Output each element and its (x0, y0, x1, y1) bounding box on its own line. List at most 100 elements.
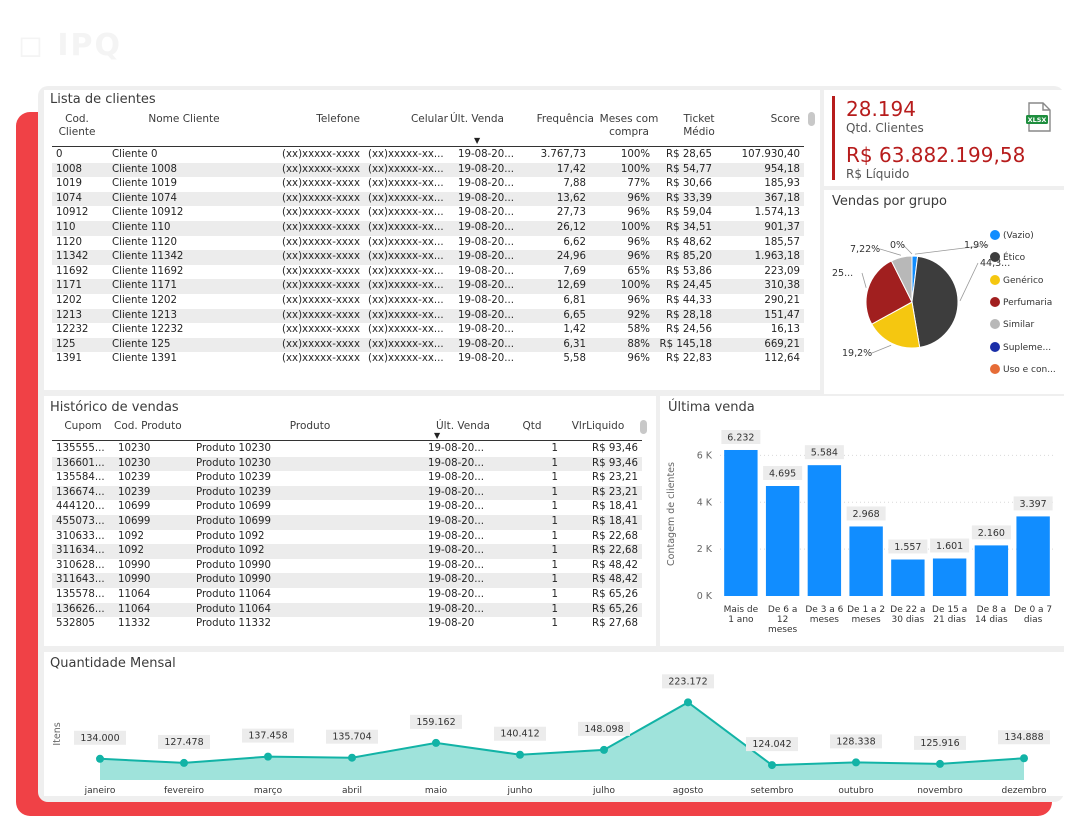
table-row[interactable]: 1008 Cliente 1008 (xx)xxxxx-xxxx (xx)xxxxx-… (52, 162, 804, 178)
pie-slice[interactable] (865, 260, 913, 325)
pie-slice[interactable] (911, 255, 959, 348)
point-data-label: 148.098 (584, 724, 623, 735)
table-row[interactable]: 1202 Cliente 1202 (xx)xxxxx-xxxx (xx)xxxxx-… (52, 294, 804, 309)
clients-scrollbar[interactable] (808, 112, 815, 126)
data-point[interactable] (852, 758, 860, 767)
table-row[interactable]: 136626... 11064 Produto 11064 19-08-20... 1 R… (52, 602, 642, 618)
column-header[interactable]: Frequência (536, 113, 594, 125)
data-point[interactable] (432, 738, 440, 747)
table-cell: 954,18 (716, 162, 804, 178)
point-data-label: 223.172 (668, 676, 707, 687)
bar[interactable] (849, 526, 883, 596)
column-header[interactable]: Qtd (522, 420, 542, 432)
point-data-label: 134.000 (80, 733, 119, 744)
table-row[interactable]: 311643... 10990 Produto 10990 19-08-20... 1 R… (52, 573, 642, 588)
data-label-bg (804, 445, 844, 460)
x-tick-label: De 15 a (932, 605, 967, 615)
data-point[interactable] (1020, 754, 1028, 763)
data-point[interactable] (684, 698, 692, 707)
table-row[interactable]: 1391 Cliente 1391 (xx)xxxxx-xxxx (xx)xxxxx-… (52, 352, 804, 367)
column-header[interactable]: VlrLiquido (571, 420, 625, 432)
table-cell: Produto 10990 (192, 573, 424, 588)
table-row[interactable]: 135555... 10230 Produto 10230 19-08-20... 1 R… (52, 442, 642, 457)
bar[interactable] (1016, 516, 1050, 596)
data-point[interactable] (348, 753, 356, 762)
bar-data-label: 3.397 (1020, 499, 1047, 510)
table-row[interactable]: 0 Cliente 0 (xx)xxxxx-xxxx (xx)xxxxx-xx... 1… (52, 148, 804, 163)
table-row[interactable]: 11342 Cliente 11342 (xx)xxxxx-xxxx (xx)xxxx… (52, 250, 804, 265)
data-point[interactable] (768, 761, 776, 770)
xlsx-file-icon[interactable]: XLSX (1026, 102, 1052, 132)
legend-item[interactable]: Suplemе... (990, 341, 1051, 353)
sort-desc-icon[interactable]: ▼ (474, 136, 481, 145)
table-row[interactable]: 110 Cliente 110 (xx)xxxxx-xxxx (xx)xxxxx-xx… (52, 220, 804, 236)
legend-item[interactable]: Genérico (990, 274, 1043, 286)
bar[interactable] (932, 558, 967, 596)
legend-item[interactable]: Ético (990, 252, 1025, 263)
pie-leader-line (879, 248, 902, 256)
sales-scrollbar[interactable] (640, 420, 647, 434)
bar[interactable] (807, 465, 842, 596)
table-row[interactable]: 11692 Cliente 11692 (xx)xxxxx-xxxx (xx)xxxx… (52, 265, 804, 280)
legend-item[interactable]: Uso e con... (990, 363, 1056, 375)
legend-item[interactable]: Perfumaria (990, 296, 1052, 308)
data-point[interactable] (264, 752, 272, 761)
column-header[interactable]: Cupom (64, 420, 102, 432)
table-row[interactable]: 1019 Cliente 1019 (xx)xxxxx-xxxx (xx)xxxxx-… (52, 177, 804, 192)
area-chart: Itens 134.000 janeiro 127.478 fevereiro 137.4… (52, 674, 1050, 796)
column-header[interactable]: Cod. Cliente (58, 113, 96, 138)
table-row[interactable]: 310628... 10990 Produto 10990 19-08-20... 1 R… (52, 559, 642, 574)
data-point[interactable] (936, 759, 944, 768)
table-cell: 19-08-20... (424, 602, 512, 618)
net-label: R$ Líquido (846, 167, 910, 181)
bar[interactable] (724, 449, 758, 596)
table-row[interactable]: 455073... 10699 Produto 10699 19-08-20... 1 R… (52, 514, 642, 530)
table-cell: (xx)xxxxx-xxxx (268, 337, 364, 353)
data-label-bg (846, 506, 886, 521)
data-point[interactable] (600, 745, 608, 754)
table-row[interactable]: 1074 Cliente 1074 (xx)xxxxx-xxxx (xx)xxxxx-… (52, 191, 804, 207)
table-row[interactable]: 135584... 10239 Produto 10239 19-08-20... 1 R… (52, 471, 642, 486)
column-header[interactable]: Meses com compra (599, 113, 659, 138)
table-row[interactable]: 311634... 1092 Produto 1092 19-08-20... 1 R$ … (52, 544, 642, 559)
table-row[interactable]: 125 Cliente 125 (xx)xxxxx-xxxx (xx)xxxxx-xx… (52, 337, 804, 353)
legend-item[interactable]: Similar (990, 319, 1034, 330)
pie-slice[interactable] (871, 301, 921, 349)
table-row[interactable]: 136601... 10230 Produto 10230 19-08-20... 1 R… (52, 456, 642, 472)
table-row[interactable]: 1120 Cliente 1120 (xx)xxxxx-xxxx (xx)xxxxx-… (52, 236, 804, 251)
data-point[interactable] (180, 758, 188, 767)
bar[interactable] (765, 486, 800, 596)
table-row[interactable]: 135578... 11064 Produto 11064 19-08-20... 1 R… (52, 588, 642, 603)
table-row[interactable]: 444120... 10699 Produto 10699 19-08-20... 1 R… (52, 500, 642, 515)
column-header[interactable]: Ticket Médio (683, 113, 715, 138)
sort-desc-icon[interactable]: ▼ (434, 431, 441, 440)
column-header[interactable]: Telefone (316, 113, 360, 125)
pie-chart-title: Vendas por grupo (832, 194, 947, 209)
table-cell: 1 (512, 544, 562, 559)
table-row[interactable]: 310633... 1092 Produto 1092 19-08-20... 1 R$ … (52, 530, 642, 545)
column-header[interactable]: Produto (289, 420, 331, 432)
column-header[interactable]: Celular (410, 113, 448, 125)
table-row[interactable]: 1171 Cliente 1171 (xx)xxxxx-xxxx (xx)xxxxx-… (52, 279, 804, 294)
table-row[interactable]: 532805 11332 Produto 11332 19-08-20 1 R$ 27,6… (52, 617, 642, 632)
table-row[interactable]: 136674... 10239 Produto 10239 19-08-20... 1 R… (52, 485, 642, 501)
data-point[interactable] (96, 754, 104, 763)
column-header[interactable]: Cod. Produto (114, 420, 182, 432)
data-point[interactable] (516, 750, 524, 759)
bar[interactable] (891, 559, 925, 596)
table-cell: (xx)xxxxx-xxxx (282, 294, 360, 306)
table-cell: 96% (590, 250, 654, 265)
pie-slice[interactable] (890, 255, 913, 303)
monthly-quantity-panel: Quantidade Mensal Itens 134.000 janeiro 127… (44, 652, 1064, 796)
column-header[interactable]: Últ. Venda (450, 113, 504, 125)
table-row[interactable]: 1213 Cliente 1213 (xx)xxxxx-xxxx (xx)xxxxx-… (52, 308, 804, 324)
bar[interactable] (974, 545, 1009, 596)
table-cell: (xx)xxxxx-xx... (368, 265, 444, 277)
legend-item[interactable]: (Vazio) (990, 230, 1034, 241)
column-header[interactable]: Últ. Venda (436, 420, 490, 432)
table-cell: 27,73 (556, 207, 586, 219)
column-header[interactable]: Nome Cliente (148, 113, 220, 125)
table-row[interactable]: 10912 Cliente 10912 (xx)xxxxx-xxxx (xx)xxxx… (52, 206, 804, 221)
table-row[interactable]: 12232 Cliente 12232 (xx)xxxxx-xxxx (xx)xxxx… (52, 323, 804, 338)
column-header[interactable]: Score (770, 113, 800, 125)
